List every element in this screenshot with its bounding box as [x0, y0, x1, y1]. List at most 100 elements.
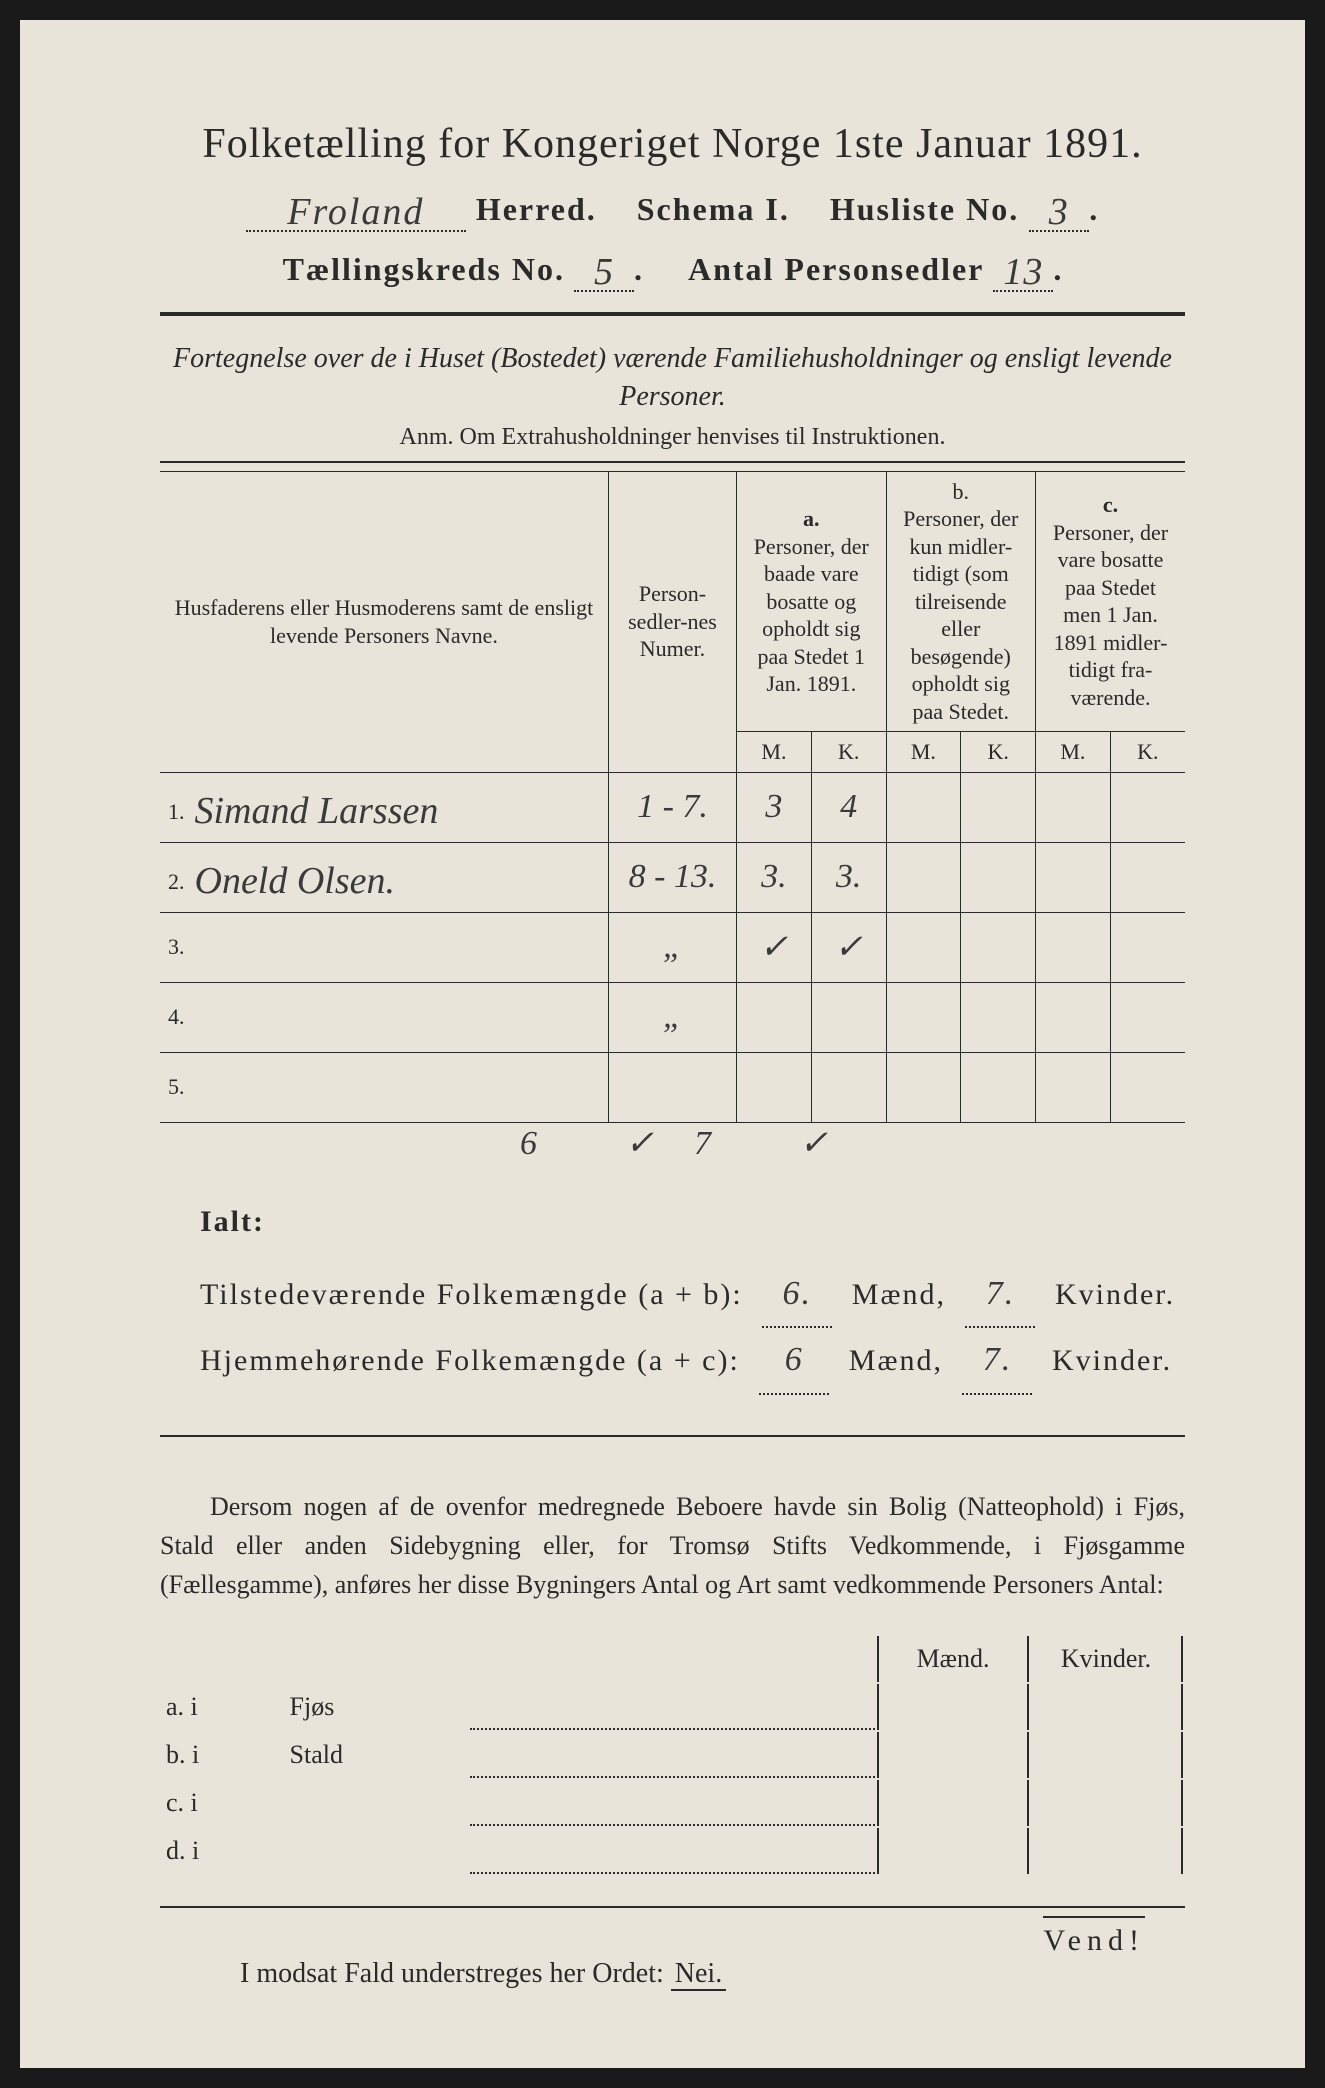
sub-row: d. i	[162, 1828, 1183, 1874]
sub-k	[1031, 1684, 1183, 1730]
c-m-cell	[1036, 982, 1111, 1052]
totals-block: Ialt: Tilstedeværende Folkemængde (a + b…	[160, 1193, 1185, 1395]
table-row: 3.„✓✓	[160, 912, 1185, 982]
sub-label: b. i	[162, 1732, 284, 1778]
header-line-3: Tællingskreds No. 5. Antal Personsedler …	[160, 246, 1185, 292]
anm-note: Anm. Om Extrahusholdninger henvises til …	[160, 424, 1185, 451]
b-k-cell	[961, 772, 1036, 842]
census-form-page: Folketælling for Kongeriget Norge 1ste J…	[20, 20, 1305, 2068]
table-row: 5.	[160, 1052, 1185, 1122]
sub-k	[1031, 1780, 1183, 1826]
sub-name	[286, 1780, 468, 1826]
b-m-cell	[886, 982, 961, 1052]
b-m-cell	[886, 842, 961, 912]
sub-m	[877, 1732, 1029, 1778]
col-b-m: M.	[886, 732, 961, 773]
numer-cell: 8 - 13.	[608, 842, 736, 912]
a-m-cell	[737, 1052, 812, 1122]
c-k-cell	[1110, 982, 1185, 1052]
b-k-cell	[961, 1052, 1036, 1122]
sub-dots	[470, 1684, 875, 1730]
sub-kvinder: Kvinder.	[1031, 1636, 1183, 1682]
divider	[160, 461, 1185, 463]
sub-name	[286, 1828, 468, 1874]
sub-label: d. i	[162, 1828, 284, 1874]
c-m-cell	[1036, 912, 1111, 982]
header-line-2: Froland Herred. Schema I. Husliste No. 3…	[160, 186, 1185, 232]
sub-k	[1031, 1732, 1183, 1778]
c-m-cell	[1036, 1052, 1111, 1122]
col-b: b. Personer, der kun midler-tidigt (som …	[886, 471, 1035, 732]
numer-cell: „	[608, 982, 736, 1052]
sub-row: c. i	[162, 1780, 1183, 1826]
a-k-cell: 3.	[811, 842, 886, 912]
numer-cell: „	[608, 912, 736, 982]
column-checks: 6 ✓7 ✓	[520, 1123, 1185, 1163]
personsedler-value: 13	[1003, 250, 1043, 294]
table-row: 4.„	[160, 982, 1185, 1052]
household-table: Husfaderens eller Husmoderens samt de en…	[160, 471, 1185, 1123]
total-resident: Hjemmehørende Folkemængde (a + c): 6 Mæn…	[200, 1328, 1185, 1395]
a-m-cell: ✓	[737, 912, 812, 982]
name-cell: 5.	[160, 1052, 608, 1122]
sub-label: c. i	[162, 1780, 284, 1826]
sub-name: Stald	[286, 1732, 468, 1778]
personsedler-label: Antal Personsedler	[688, 251, 984, 287]
a-k-cell	[811, 1052, 886, 1122]
col-b-k: K.	[961, 732, 1036, 773]
husliste-label: Husliste No.	[830, 191, 1019, 227]
col-a-m: M.	[737, 732, 812, 773]
c-k-cell	[1110, 842, 1185, 912]
c-k-cell	[1110, 912, 1185, 982]
sub-row: a. iFjøs	[162, 1684, 1183, 1730]
numer-cell: 1 - 7.	[608, 772, 736, 842]
a-m-cell: 3.	[737, 842, 812, 912]
table-row: 1.Simand Larssen1 - 7.34	[160, 772, 1185, 842]
outbuilding-table: Mænd. Kvinder. a. iFjøsb. iStaldc. id. i	[160, 1634, 1185, 1876]
a-k-cell	[811, 982, 886, 1052]
sub-dots	[470, 1828, 875, 1874]
name-cell: 3.	[160, 912, 608, 982]
c-k-cell	[1110, 1052, 1185, 1122]
vend-label: Vend!	[1043, 1916, 1145, 1958]
sub-name: Fjøs	[286, 1684, 468, 1730]
sub-maend: Mænd.	[877, 1636, 1029, 1682]
sub-m	[877, 1780, 1029, 1826]
b-k-cell	[961, 982, 1036, 1052]
a-k-cell: ✓	[811, 912, 886, 982]
col-c-k: K.	[1110, 732, 1185, 773]
ialt-label: Ialt:	[200, 1193, 1185, 1250]
divider	[160, 1906, 1185, 1908]
page-title: Folketælling for Kongeriget Norge 1ste J…	[160, 120, 1185, 168]
b-k-cell	[961, 912, 1036, 982]
sub-m	[877, 1684, 1029, 1730]
nei-word: Nei.	[671, 1958, 726, 1991]
sub-dots	[470, 1732, 875, 1778]
sub-label: a. i	[162, 1684, 284, 1730]
name-cell: 2.Oneld Olsen.	[160, 842, 608, 912]
table-row: 2.Oneld Olsen.8 - 13.3.3.	[160, 842, 1185, 912]
husliste-value: 3	[1049, 190, 1070, 234]
b-m-cell	[886, 912, 961, 982]
name-cell: 4.	[160, 982, 608, 1052]
herred-value: Froland	[287, 190, 424, 234]
a-k-cell: 4	[811, 772, 886, 842]
schema-label: Schema I.	[637, 191, 790, 227]
col-c: c. Personer, der vare bosatte paa Stedet…	[1036, 471, 1186, 732]
b-m-cell	[886, 1052, 961, 1122]
a-m-cell: 3	[737, 772, 812, 842]
sub-dots	[470, 1780, 875, 1826]
sub-m	[877, 1828, 1029, 1874]
b-k-cell	[961, 842, 1036, 912]
name-cell: 1.Simand Larssen	[160, 772, 608, 842]
c-k-cell	[1110, 772, 1185, 842]
total-present: Tilstedeværende Folkemængde (a + b): 6. …	[200, 1262, 1185, 1329]
footer-line: I modsat Fald understreges her Ordet: Ne…	[160, 1958, 1185, 1990]
sub-k	[1031, 1828, 1183, 1874]
col-a: a. Personer, der baade vare bosatte og o…	[737, 471, 886, 732]
numer-cell	[608, 1052, 736, 1122]
herred-label: Herred.	[476, 191, 597, 227]
divider	[160, 312, 1185, 316]
c-m-cell	[1036, 842, 1111, 912]
c-m-cell	[1036, 772, 1111, 842]
